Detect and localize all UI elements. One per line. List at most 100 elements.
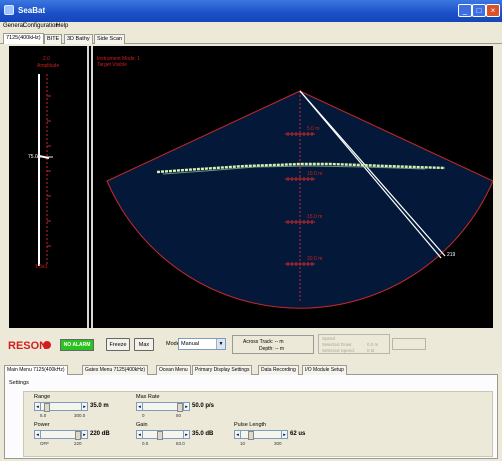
menu-configuration[interactable]: Configuration [23,23,59,29]
panel-divider[interactable] [89,46,93,328]
chevron-left-icon[interactable]: ◂ [136,430,143,439]
mode-label: Mode [166,341,180,347]
menu-bar: General Configuration Help [0,22,502,32]
across-track-readout: Across Track: -- m [243,339,284,345]
max-rate-max-label: 50 [176,413,182,418]
chevron-down-icon[interactable]: ▼ [216,339,225,349]
pulse-length-track[interactable] [241,430,281,440]
info-line-2: Target Visible [97,62,127,68]
close-button[interactable]: × [486,4,500,17]
range-ring-label-2: 10.0 m [307,171,323,177]
info-line-1: Instrument Mode: 1 [97,56,141,62]
depth-marker-left: 75.0 [28,154,38,160]
pulse-length-slider[interactable]: ◂ ▸ [234,430,288,440]
power-value: 220 dB [90,431,110,437]
amplitude-panel: 2.0 Amplitude 75.0 1.5e1 [9,46,89,328]
tab-primary-display[interactable]: Primary Display Settings [192,365,253,375]
tab-data-recording[interactable]: Data Recording [258,365,299,375]
chevron-right-icon[interactable]: ▸ [281,430,288,439]
chevron-right-icon[interactable]: ▸ [183,402,190,411]
chevron-right-icon[interactable]: ▸ [81,402,88,411]
max-button[interactable]: Max [134,338,154,351]
range-min-label: 5.0 [40,413,47,418]
gain-max-label: 83.0 [176,441,185,446]
alarm-indicator: NO ALARM [60,339,94,351]
tab-main-menu[interactable]: Main Menu 7125(400kHz) [4,365,68,375]
chevron-left-icon[interactable]: ◂ [234,430,241,439]
tab-gates-menu[interactable]: Gates Menu 7125(400kHz) [82,365,149,375]
speed-spinner[interactable] [392,338,426,350]
gain-slider[interactable]: ◂ ▸ [136,430,190,440]
svg-text:RESON: RESON [8,340,47,352]
tab-bite[interactable]: BITE [44,34,63,44]
pulse-length-thumb[interactable] [248,431,254,440]
sonar-display: 2.0 Amplitude 75.0 1.5e1 Instrument Mode… [9,46,493,328]
tab-7125[interactable]: 7125(400kHz) [3,33,44,44]
range-slider[interactable]: ◂ ▸ [34,402,88,412]
tab-io-module[interactable]: I/O Module Setup [302,365,347,375]
tab-ocean-menu[interactable]: Ocean Menu [156,365,191,375]
beam-label: 219 [447,252,456,258]
pulse-length-value: 62 us [290,431,306,437]
chevron-right-icon[interactable]: ▸ [183,430,190,439]
max-rate-slider[interactable]: ◂ ▸ [136,402,190,412]
track-info-box: Across Track: -- m Depth: -- m [232,335,314,354]
pulse-length-max-label: 300 [274,441,282,446]
settings-panel: Main Menu 7125(400kHz) Gates Menu 7125(4… [0,358,502,461]
settings-title: Settings [9,380,29,386]
power-track[interactable] [41,430,81,440]
settings-group: Range ◂ ▸ 35.0 m 5.0 300.0 Max Rate ◂ ▸ 50.0 p/s 0… [23,391,493,457]
range-ring-label-3: 15.0 m [307,214,323,220]
pulse-length-min-label: 10 [240,441,246,446]
power-min-label: OFF [40,441,49,446]
minimize-button[interactable]: _ [458,4,472,17]
gain-track[interactable] [143,430,183,440]
range-ring-label-1: 5.0 m [307,126,320,132]
app-icon [4,5,14,15]
tab-side-scan[interactable]: Side Scan [94,34,126,44]
menu-help[interactable]: Help [56,23,69,29]
view-tabs: 7125(400kHz) BITE 3D Bathy Side Scan [0,32,502,44]
tab-3d-bathy[interactable]: 3D Bathy [64,34,93,44]
chevron-left-icon[interactable]: ◂ [136,402,143,411]
speed-title: Speed [322,336,336,341]
chevron-right-icon[interactable]: ▸ [81,430,88,439]
window-title-bar: SeaBat _ □ × [0,0,502,22]
max-rate-thumb[interactable] [177,403,183,412]
gain-label: Gain [136,422,148,428]
freeze-button[interactable]: Freeze [106,338,130,351]
chevron-left-icon[interactable]: ◂ [34,430,41,439]
range-max-label: 300.0 [74,413,86,418]
depth-readout: Depth: -- m [259,346,285,352]
gain-thumb[interactable] [157,431,163,440]
pulse-length-control: Pulse Length ◂ ▸ 62 us 10 300 [234,422,334,452]
amplitude-label: Amplitude [37,63,60,69]
mode-value: Manual [181,341,200,347]
power-slider[interactable]: ◂ ▸ [34,430,88,440]
maximize-button[interactable]: □ [472,4,486,17]
power-label: Power [34,422,50,428]
max-rate-value: 50.0 p/s [192,403,215,409]
max-rate-track[interactable] [143,402,183,412]
max-rate-min-label: 0 [142,413,145,418]
control-bar: RESON NO ALARM Freeze Max Mode Manual ▼ … [0,328,502,358]
range-ring-label-4: 20.0 m [307,256,323,262]
mode-select[interactable]: Manual ▼ [178,338,226,350]
amplitude-plot [37,74,53,266]
settings-content: Settings Range ◂ ▸ 35.0 m 5.0 300.0 Max Rate ◂ ▸… [4,375,498,459]
max-rate-control: Max Rate ◂ ▸ 50.0 p/s 0 50 [136,394,236,424]
range-control: Range ◂ ▸ 35.0 m 5.0 300.0 [34,394,134,424]
gain-min-label: 0.0 [142,441,149,446]
range-value: 35.0 m [90,403,109,409]
gain-control: Gain ◂ ▸ 35.0 dB 0.0 83.0 [136,422,236,452]
selected-draw-value: 0.0 m [367,342,379,347]
menu-general[interactable]: General [3,23,25,29]
amplitude-scale-top: 2.0 [43,56,50,62]
chevron-left-icon[interactable]: ◂ [34,402,41,411]
power-control: Power ◂ ▸ 220 dB OFF 220 [34,422,134,452]
sonar-fan-view[interactable]: Instrument Mode: 1 Target Visible 5.0 m … [95,46,493,328]
range-track[interactable] [41,402,81,412]
power-thumb[interactable] [75,431,81,440]
range-thumb[interactable] [44,403,50,412]
reson-logo: RESON [8,340,51,352]
